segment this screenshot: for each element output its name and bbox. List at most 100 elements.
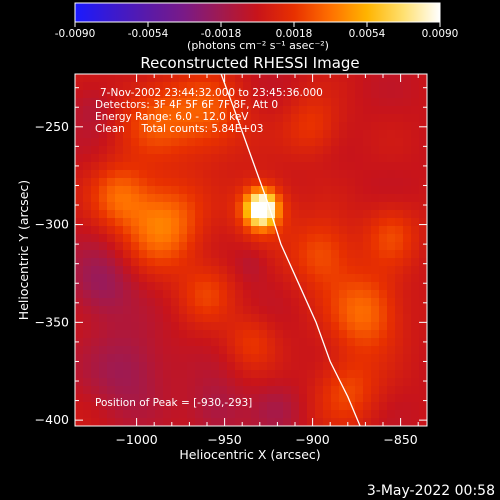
heatmap-cell	[139, 130, 148, 139]
heatmap-cell	[315, 370, 324, 379]
heatmap-cell	[195, 138, 204, 147]
heatmap-cell	[155, 386, 164, 395]
heatmap-cell	[275, 226, 284, 235]
heatmap-cell	[155, 82, 164, 91]
heatmap-cell	[363, 138, 372, 147]
heatmap-cell	[363, 266, 372, 275]
heatmap-cell	[315, 346, 324, 355]
heatmap-cell	[323, 178, 332, 187]
heatmap-cell	[155, 210, 164, 219]
heatmap-cell	[299, 74, 308, 83]
heatmap-cell	[419, 250, 427, 259]
heatmap-cell	[411, 346, 420, 355]
heatmap-cell	[163, 154, 172, 163]
heatmap-cell	[379, 362, 388, 371]
heatmap-cell	[187, 370, 196, 379]
chart-title: Reconstructed RHESSI Image	[140, 54, 359, 72]
heatmap-cell	[107, 202, 116, 211]
heatmap-cell	[419, 82, 427, 91]
heatmap-cell	[283, 170, 292, 179]
heatmap-cell	[187, 98, 196, 107]
heatmap-cell	[371, 90, 380, 99]
heatmap-cell	[331, 362, 340, 371]
heatmap-cell	[203, 314, 212, 323]
heatmap-cell	[107, 74, 116, 83]
heatmap-cell	[147, 370, 156, 379]
heatmap-cell	[235, 114, 244, 123]
heatmap-cell	[251, 258, 260, 267]
heatmap-cell	[91, 114, 100, 123]
heatmap-cell	[83, 410, 92, 419]
heatmap-cell	[347, 170, 356, 179]
heatmap-cell	[419, 210, 427, 219]
heatmap-cell	[395, 130, 404, 139]
heatmap-cell	[179, 370, 188, 379]
heatmap-cell	[91, 154, 100, 163]
heatmap-cell	[307, 74, 316, 83]
heatmap-cell	[419, 378, 427, 387]
heatmap-cell	[75, 154, 84, 163]
heatmap-cell	[227, 186, 236, 195]
heatmap-cell	[411, 122, 420, 131]
heatmap-cell	[355, 154, 364, 163]
heatmap-cell	[179, 362, 188, 371]
heatmap-cell	[307, 378, 316, 387]
heatmap-cell	[139, 402, 148, 411]
heatmap-cell	[83, 74, 92, 83]
heatmap-cell	[411, 274, 420, 283]
heatmap-cell	[419, 242, 427, 251]
heatmap-cell	[291, 194, 300, 203]
heatmap-cell	[91, 146, 100, 155]
heatmap-cell	[219, 114, 228, 123]
heatmap-cell	[339, 186, 348, 195]
heatmap-cell	[235, 386, 244, 395]
heatmap-cell	[323, 386, 332, 395]
footer-date: 3-May-2022 00:58	[367, 483, 495, 499]
heatmap-cell	[203, 298, 212, 307]
heatmap-cell	[323, 402, 332, 411]
heatmap-cell	[123, 298, 132, 307]
heatmap-cell	[227, 170, 236, 179]
heatmap-cell	[419, 114, 427, 123]
heatmap-cell	[267, 362, 276, 371]
heatmap-cell	[331, 394, 340, 403]
heatmap-cell	[307, 178, 316, 187]
y-axis: −250−300−350−400	[35, 87, 427, 427]
heatmap-cell	[219, 98, 228, 107]
heatmap-cell	[187, 178, 196, 187]
heatmap-cell	[171, 282, 180, 291]
heatmap-cell	[299, 322, 308, 331]
heatmap-cell	[83, 346, 92, 355]
heatmap-cell	[403, 90, 412, 99]
heatmap-cell	[243, 314, 252, 323]
heatmap-cell	[155, 418, 164, 426]
heatmap-cell	[195, 106, 204, 115]
heatmap-cell	[243, 378, 252, 387]
heatmap-cell	[187, 394, 196, 403]
heatmap-cell	[147, 322, 156, 331]
heatmap-cell	[83, 234, 92, 243]
heatmap-cell	[323, 122, 332, 131]
heatmap-cell	[235, 330, 244, 339]
heatmap-cell	[179, 154, 188, 163]
heatmap-cell	[251, 98, 260, 107]
heatmap-cell	[323, 106, 332, 115]
heatmap-cell	[107, 138, 116, 147]
heatmap-cell	[299, 98, 308, 107]
heatmap-cell	[307, 290, 316, 299]
heatmap-cell	[131, 162, 140, 171]
heatmap-cell	[291, 162, 300, 171]
heatmap-cell	[419, 290, 427, 299]
heatmap-cell	[275, 130, 284, 139]
heatmap-cell	[363, 130, 372, 139]
heatmap-cell	[75, 402, 84, 411]
heatmap-cell	[211, 386, 220, 395]
heatmap-cell	[155, 402, 164, 411]
heatmap-cell	[355, 106, 364, 115]
heatmap-cell	[323, 314, 332, 323]
info-time-range: 7-Nov-2002 23:44:32.000 to 23:45:36.000	[100, 87, 323, 99]
heatmap-cell	[275, 210, 284, 219]
heatmap-cell	[411, 242, 420, 251]
heatmap-cell	[75, 226, 84, 235]
heatmap-cell	[91, 370, 100, 379]
